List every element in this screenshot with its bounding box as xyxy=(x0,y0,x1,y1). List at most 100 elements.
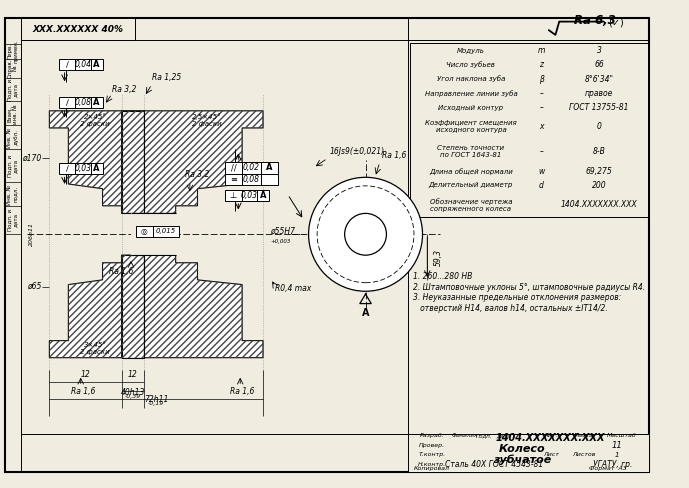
Text: Подп. и
дата: Подп. и дата xyxy=(8,209,18,231)
Text: 1404.XXXXXXX.XXX: 1404.XXXXXXX.XXX xyxy=(496,433,606,444)
Text: 66: 66 xyxy=(594,61,604,69)
Circle shape xyxy=(344,213,387,255)
Polygon shape xyxy=(121,255,144,358)
Text: Колесо: Колесо xyxy=(499,444,546,454)
Text: 12: 12 xyxy=(81,369,90,379)
Text: –: – xyxy=(539,89,543,98)
Text: Инв. №
подл.: Инв. № подл. xyxy=(8,184,18,204)
Bar xyxy=(410,43,648,217)
Text: отверстий H14, валов h14, остальных ±IT14/2.: отверстий H14, валов h14, остальных ±IT1… xyxy=(413,304,608,313)
Text: x: x xyxy=(539,122,544,131)
Text: ХХХ.ХХХХХХ 40%: ХХХ.ХХХХХХ 40% xyxy=(32,25,123,34)
Text: 0,03: 0,03 xyxy=(74,164,92,173)
Bar xyxy=(59,97,103,108)
Text: Подп. и
дата: Подп. и дата xyxy=(8,79,18,101)
Text: ∕: ∕ xyxy=(65,60,69,69)
Text: 2. Штамповочные уклоны 5°, штамповочные радиусы R4.: 2. Штамповочные уклоны 5°, штамповочные … xyxy=(413,283,645,292)
Text: 69,275: 69,275 xyxy=(586,166,613,176)
Text: зубчатое: зубчатое xyxy=(493,454,551,465)
Text: 59,3: 59,3 xyxy=(434,248,443,265)
Text: A: A xyxy=(94,98,100,107)
Text: β: β xyxy=(539,75,544,83)
Text: Н.контр.: Н.контр. xyxy=(418,462,446,467)
Text: Справ.
№: Справ. № xyxy=(8,59,18,78)
Text: правое: правое xyxy=(585,89,613,98)
Bar xyxy=(225,190,269,201)
Text: 200: 200 xyxy=(592,181,606,190)
Text: 0,08: 0,08 xyxy=(74,98,92,107)
Text: Коэффициент смещения
исходного контура: Коэффициент смещения исходного контура xyxy=(425,121,517,134)
Text: A: A xyxy=(362,308,369,318)
Text: Направление линии зуба: Направление линии зуба xyxy=(424,90,517,97)
Text: Инв. №
дубл.: Инв. № дубл. xyxy=(8,127,18,147)
Text: Обозначение чертежа
сопряженного колеса: Обозначение чертежа сопряженного колеса xyxy=(430,198,512,212)
Bar xyxy=(21,18,135,40)
Text: Фамилия: Фамилия xyxy=(452,433,478,438)
Text: ≡: ≡ xyxy=(230,175,237,183)
Text: Подп. и
дата: Подп. и дата xyxy=(8,155,18,177)
Text: 3: 3 xyxy=(597,46,601,55)
Text: 0,015: 0,015 xyxy=(156,228,176,234)
Text: –: – xyxy=(539,103,543,112)
Text: 40h13: 40h13 xyxy=(121,388,145,397)
Text: Лист: Лист xyxy=(543,452,559,457)
Text: Число зубьев: Число зубьев xyxy=(446,61,495,68)
Text: 3. Неуказанные предельные отклонения размеров:: 3. Неуказанные предельные отклонения раз… xyxy=(413,293,621,302)
Text: ø170: ø170 xyxy=(23,154,42,163)
Polygon shape xyxy=(50,255,263,358)
Text: 0,08: 0,08 xyxy=(243,175,260,183)
Circle shape xyxy=(309,177,422,291)
Text: A: A xyxy=(266,163,273,172)
Text: m: m xyxy=(537,46,545,55)
Text: Ra 1,6: Ra 1,6 xyxy=(72,387,96,396)
Bar xyxy=(59,59,103,70)
Text: (✓): (✓) xyxy=(608,17,624,27)
Text: 8°6'34": 8°6'34" xyxy=(584,75,614,83)
Text: 12: 12 xyxy=(128,369,138,379)
Text: Формат  А3: Формат А3 xyxy=(589,467,626,471)
Text: ∕: ∕ xyxy=(65,164,69,173)
Text: ø55H7: ø55H7 xyxy=(271,227,296,236)
Text: A: A xyxy=(260,191,266,200)
Text: A: A xyxy=(94,164,100,173)
Text: Провер.: Провер. xyxy=(419,443,445,447)
Text: w: w xyxy=(538,166,544,176)
Text: –: – xyxy=(539,147,543,156)
Text: -0,19: -0,19 xyxy=(148,402,164,407)
Text: +0,003: +0,003 xyxy=(271,239,291,244)
Polygon shape xyxy=(121,111,144,213)
Text: 0,02: 0,02 xyxy=(243,163,260,172)
Text: //: // xyxy=(231,163,236,172)
Text: Угол наклона зуба: Угол наклона зуба xyxy=(437,76,505,82)
Text: Т.контр.: Т.контр. xyxy=(418,452,446,457)
Text: Ra 1,6: Ra 1,6 xyxy=(230,387,254,396)
Text: ⊥: ⊥ xyxy=(229,191,237,200)
Text: Перв.
примен.: Перв. примен. xyxy=(8,39,18,63)
Text: Ra 3,2: Ra 3,2 xyxy=(185,170,209,179)
Text: Модуль: Модуль xyxy=(457,47,485,54)
Bar xyxy=(225,162,278,185)
Polygon shape xyxy=(50,111,263,213)
Text: Ra 1,25: Ra 1,25 xyxy=(152,73,181,82)
Text: 8-В: 8-В xyxy=(593,147,606,156)
Text: 2,5×45°
2 фаски: 2,5×45° 2 фаски xyxy=(192,114,222,127)
Text: d: d xyxy=(539,181,544,190)
Text: Ra 1,6: Ra 1,6 xyxy=(110,266,134,276)
Text: 0,03: 0,03 xyxy=(240,191,258,200)
Text: 3×45°
2 фаски: 3×45° 2 фаски xyxy=(80,342,110,355)
Text: Взам.
инв. №: Взам. инв. № xyxy=(8,104,18,123)
Text: Ra 6,3: Ra 6,3 xyxy=(575,14,616,27)
Text: 0: 0 xyxy=(597,122,601,131)
Text: 1404.XXXXXXX.XXX: 1404.XXXXXXX.XXX xyxy=(561,201,637,209)
Text: ø65: ø65 xyxy=(28,282,42,291)
Text: Ra 1,6: Ra 1,6 xyxy=(382,151,406,160)
Bar xyxy=(59,163,103,175)
Text: ГОСТ 13755-81: ГОСТ 13755-81 xyxy=(569,103,629,112)
Text: Длина общей нормали: Длина общей нормали xyxy=(429,168,513,175)
Text: R0,4 max: R0,4 max xyxy=(276,284,311,293)
Text: 16Js9(±0,021): 16Js9(±0,021) xyxy=(329,147,384,157)
Text: ◎: ◎ xyxy=(141,227,147,236)
Text: 1. 260...280 НВ: 1. 260...280 НВ xyxy=(413,272,473,281)
Text: Масса: Масса xyxy=(574,433,594,438)
Text: УГАТУ, гр.: УГАТУ, гр. xyxy=(593,460,632,468)
